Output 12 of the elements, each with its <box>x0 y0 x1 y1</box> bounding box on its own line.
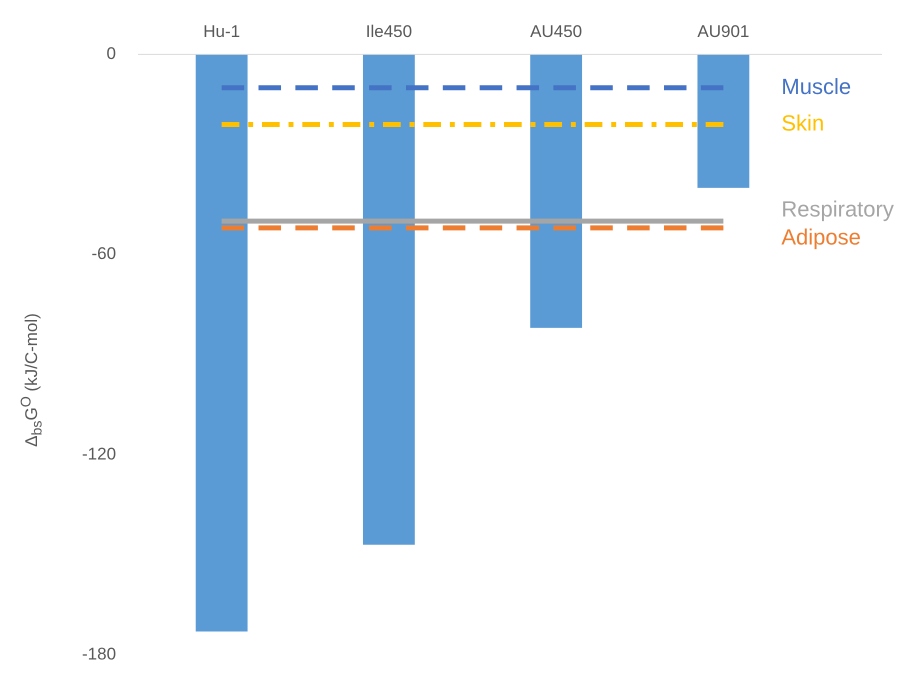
x-tick-label: AU901 <box>697 22 750 41</box>
text: Skin <box>781 110 824 136</box>
y-tick-label: -120 <box>82 444 116 464</box>
text: Respiratory <box>781 196 894 222</box>
x-tick-label: Hu-1 <box>203 22 240 41</box>
y-tick-label: -180 <box>82 644 116 664</box>
y-tick-label: -60 <box>91 244 116 264</box>
text: Muscle <box>781 74 852 99</box>
x-tick-label: AU450 <box>530 22 582 41</box>
x-tick-label: Ile450 <box>366 22 412 41</box>
text: Adipose <box>781 224 861 250</box>
y-tick-label: 0 <box>106 44 116 64</box>
